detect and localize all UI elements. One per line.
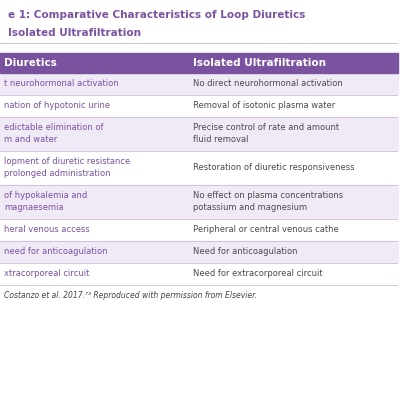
- Bar: [0, 73, 187, 95]
- Text: need for anticoagulation: need for anticoagulation: [4, 247, 108, 256]
- Text: No direct neurohormonal activation: No direct neurohormonal activation: [193, 79, 343, 88]
- Text: Restoration of diuretic responsiveness: Restoration of diuretic responsiveness: [193, 163, 355, 172]
- Bar: [0, 263, 187, 285]
- Text: Isolated Ultrafiltration: Isolated Ultrafiltration: [8, 28, 141, 38]
- Bar: [187, 73, 398, 95]
- Bar: [187, 151, 398, 185]
- Text: Costanzo et al. 2017.⁷³ Reproduced with permission from Elsevier.: Costanzo et al. 2017.⁷³ Reproduced with …: [4, 291, 257, 300]
- Bar: [0, 95, 187, 117]
- Text: Precise control of rate and amount
fluid removal: Precise control of rate and amount fluid…: [193, 124, 339, 144]
- Bar: [187, 53, 398, 73]
- Text: heral venous access: heral venous access: [4, 225, 90, 234]
- Text: nation of hypotonic urine: nation of hypotonic urine: [4, 101, 110, 110]
- Text: Need for extracorporeal circuit: Need for extracorporeal circuit: [193, 269, 323, 278]
- Bar: [187, 219, 398, 241]
- Bar: [0, 219, 187, 241]
- Text: Isolated Ultrafiltration: Isolated Ultrafiltration: [193, 58, 326, 68]
- Text: t neurohormonal activation: t neurohormonal activation: [4, 79, 119, 88]
- Bar: [0, 151, 187, 185]
- Bar: [187, 241, 398, 263]
- Bar: [187, 263, 398, 285]
- Text: Peripheral or central venous cathe: Peripheral or central venous cathe: [193, 225, 339, 234]
- Bar: [187, 117, 398, 151]
- Bar: [0, 185, 187, 219]
- Text: Removal of isotonic plasma water: Removal of isotonic plasma water: [193, 101, 335, 110]
- Bar: [187, 185, 398, 219]
- Bar: [0, 53, 187, 73]
- Bar: [0, 117, 187, 151]
- Text: Need for anticoagulation: Need for anticoagulation: [193, 247, 298, 256]
- Text: of hypokalemia and
magnaesemia: of hypokalemia and magnaesemia: [4, 192, 87, 212]
- Text: edictable elimination of
m and water: edictable elimination of m and water: [4, 124, 104, 144]
- Text: Diuretics: Diuretics: [4, 58, 57, 68]
- Text: lopment of diuretic resistance
prolonged administration: lopment of diuretic resistance prolonged…: [4, 158, 130, 178]
- Text: No effect on plasma concentrations
potassium and magnesium: No effect on plasma concentrations potas…: [193, 192, 343, 212]
- Bar: [187, 95, 398, 117]
- Text: xtracorporeal circuit: xtracorporeal circuit: [4, 269, 89, 278]
- Text: e 1: Comparative Characteristics of Loop Diuretics: e 1: Comparative Characteristics of Loop…: [8, 10, 305, 20]
- Bar: [0, 241, 187, 263]
